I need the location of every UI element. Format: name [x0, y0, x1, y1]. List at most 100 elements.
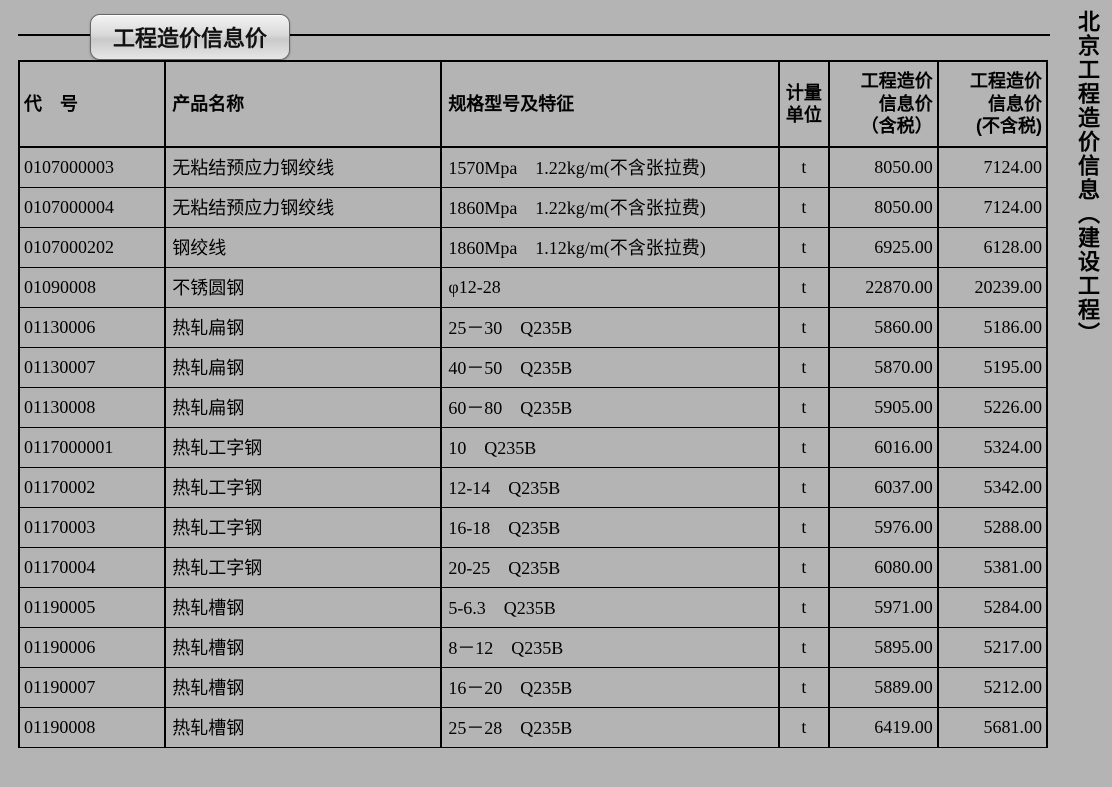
- table-row: 01190006热轧槽钢8－12 Q235Bt5895.005217.00: [19, 627, 1047, 667]
- table-cell: 0107000202: [19, 227, 165, 267]
- table-cell: 5870.00: [829, 347, 938, 387]
- table-cell: 热轧槽钢: [165, 667, 441, 707]
- table-cell: 0107000003: [19, 147, 165, 187]
- table-row: 01170002热轧工字钢12-14 Q235Bt6037.005342.00: [19, 467, 1047, 507]
- table-cell: 热轧槽钢: [165, 587, 441, 627]
- table-header-cell: 产品名称: [165, 61, 441, 147]
- table-cell: 5195.00: [938, 347, 1047, 387]
- table-cell: 12-14 Q235B: [441, 467, 779, 507]
- table-cell: 01170003: [19, 507, 165, 547]
- side-title: 北京工程造价信息（建设工程）: [1070, 10, 1100, 346]
- table-row: 01190005热轧槽钢5-6.3 Q235Bt5971.005284.00: [19, 587, 1047, 627]
- table-cell: 01190008: [19, 707, 165, 747]
- title-row: 工程造价信息价: [0, 12, 1050, 60]
- table-cell: 01190006: [19, 627, 165, 667]
- table-cell: 8050.00: [829, 147, 938, 187]
- table-row: 0107000202钢绞线1860Mpa 1.12kg/m(不含张拉费)t692…: [19, 227, 1047, 267]
- table-cell: t: [779, 627, 828, 667]
- main-content: 工程造价信息价 代 号产品名称规格型号及特征计量单位工程造价信息价（含税）工程造…: [0, 0, 1050, 748]
- table-cell: t: [779, 707, 828, 747]
- table-cell: t: [779, 227, 828, 267]
- table-cell: 5217.00: [938, 627, 1047, 667]
- table-cell: t: [779, 587, 828, 627]
- table-cell: 25－30 Q235B: [441, 307, 779, 347]
- table-cell: φ12-28: [441, 267, 779, 307]
- table-cell: 5889.00: [829, 667, 938, 707]
- table-cell: 01130007: [19, 347, 165, 387]
- table-cell: 热轧工字钢: [165, 427, 441, 467]
- price-table: 代 号产品名称规格型号及特征计量单位工程造价信息价（含税）工程造价信息价(不含税…: [18, 60, 1048, 748]
- table-cell: 01130006: [19, 307, 165, 347]
- table-cell: 6419.00: [829, 707, 938, 747]
- table-header-cell: 工程造价信息价（含税）: [829, 61, 938, 147]
- table-cell: 7124.00: [938, 147, 1047, 187]
- table-cell: 01190005: [19, 587, 165, 627]
- table-cell: t: [779, 307, 828, 347]
- table-cell: 25－28 Q235B: [441, 707, 779, 747]
- table-cell: 热轧工字钢: [165, 547, 441, 587]
- table-cell: 热轧槽钢: [165, 627, 441, 667]
- table-cell: 热轧工字钢: [165, 507, 441, 547]
- table-header-row: 代 号产品名称规格型号及特征计量单位工程造价信息价（含税）工程造价信息价(不含税…: [19, 61, 1047, 147]
- table-cell: 5976.00: [829, 507, 938, 547]
- table-cell: 热轧槽钢: [165, 707, 441, 747]
- table-body: 0107000003无粘结预应力钢绞线1570Mpa 1.22kg/m(不含张拉…: [19, 147, 1047, 747]
- table-cell: 01090008: [19, 267, 165, 307]
- table-cell: 不锈圆钢: [165, 267, 441, 307]
- table-cell: 钢绞线: [165, 227, 441, 267]
- table-cell: 0107000004: [19, 187, 165, 227]
- table-row: 01170004热轧工字钢20-25 Q235Bt6080.005381.00: [19, 547, 1047, 587]
- table-row: 01170003热轧工字钢16-18 Q235Bt5976.005288.00: [19, 507, 1047, 547]
- table-cell: 5895.00: [829, 627, 938, 667]
- table-cell: 16－20 Q235B: [441, 667, 779, 707]
- table-cell: 10 Q235B: [441, 427, 779, 467]
- table-row: 01090008不锈圆钢φ12-28t22870.0020239.00: [19, 267, 1047, 307]
- table-header-cell: 工程造价信息价(不含税): [938, 61, 1047, 147]
- table-cell: t: [779, 467, 828, 507]
- table-cell: 60－80 Q235B: [441, 387, 779, 427]
- table-cell: 6080.00: [829, 547, 938, 587]
- table-cell: 6128.00: [938, 227, 1047, 267]
- table-cell: 热轧工字钢: [165, 467, 441, 507]
- table-cell: 5-6.3 Q235B: [441, 587, 779, 627]
- table-cell: 5226.00: [938, 387, 1047, 427]
- table-cell: t: [779, 547, 828, 587]
- table-cell: 5971.00: [829, 587, 938, 627]
- table-row: 01130007热轧扁钢40－50 Q235Bt5870.005195.00: [19, 347, 1047, 387]
- table-cell: t: [779, 147, 828, 187]
- table-cell: t: [779, 187, 828, 227]
- table-cell: 6016.00: [829, 427, 938, 467]
- table-cell: 无粘结预应力钢绞线: [165, 147, 441, 187]
- table-cell: 40－50 Q235B: [441, 347, 779, 387]
- table-cell: 5284.00: [938, 587, 1047, 627]
- table-cell: 5186.00: [938, 307, 1047, 347]
- table-cell: 6037.00: [829, 467, 938, 507]
- table-cell: 01190007: [19, 667, 165, 707]
- table-cell: 20239.00: [938, 267, 1047, 307]
- table-cell: 1860Mpa 1.12kg/m(不含张拉费): [441, 227, 779, 267]
- table-cell: 8－12 Q235B: [441, 627, 779, 667]
- table-cell: t: [779, 667, 828, 707]
- table-cell: 22870.00: [829, 267, 938, 307]
- table-row: 0107000004无粘结预应力钢绞线1860Mpa 1.22kg/m(不含张拉…: [19, 187, 1047, 227]
- table-header-cell: 计量单位: [779, 61, 828, 147]
- table-cell: 无粘结预应力钢绞线: [165, 187, 441, 227]
- table-cell: 20-25 Q235B: [441, 547, 779, 587]
- table-cell: 5342.00: [938, 467, 1047, 507]
- table-row: 0117000001热轧工字钢10 Q235Bt6016.005324.00: [19, 427, 1047, 467]
- table-cell: 16-18 Q235B: [441, 507, 779, 547]
- table-cell: 7124.00: [938, 187, 1047, 227]
- table-cell: 热轧扁钢: [165, 387, 441, 427]
- table-cell: 5288.00: [938, 507, 1047, 547]
- table-cell: 5381.00: [938, 547, 1047, 587]
- table-cell: 01170002: [19, 467, 165, 507]
- table-row: 01190008热轧槽钢25－28 Q235Bt6419.005681.00: [19, 707, 1047, 747]
- table-cell: 8050.00: [829, 187, 938, 227]
- table-cell: t: [779, 267, 828, 307]
- table-cell: 01170004: [19, 547, 165, 587]
- table-cell: 5212.00: [938, 667, 1047, 707]
- table-cell: 01130008: [19, 387, 165, 427]
- table-cell: 5681.00: [938, 707, 1047, 747]
- table-row: 0107000003无粘结预应力钢绞线1570Mpa 1.22kg/m(不含张拉…: [19, 147, 1047, 187]
- table-cell: 5324.00: [938, 427, 1047, 467]
